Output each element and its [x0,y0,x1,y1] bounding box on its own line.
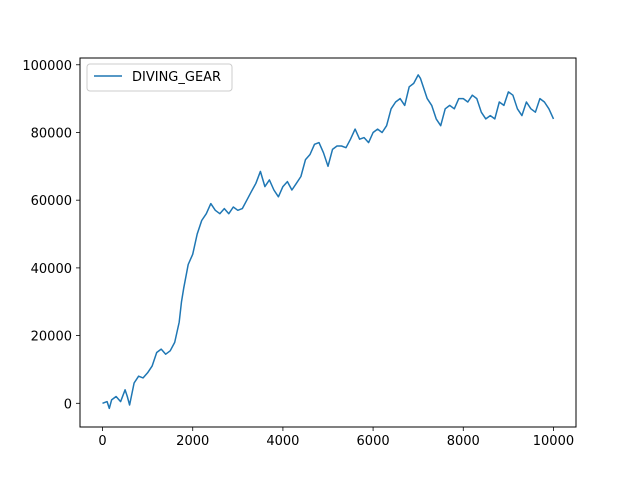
legend: DIVING_GEAR [86,63,233,92]
y-tick-label: 60000 [31,194,72,209]
x-tick-label: 4000 [266,434,299,449]
plot-area [102,74,555,410]
x-tick-label: 8000 [447,434,480,449]
legend-label: DIVING_GEAR [132,70,221,85]
y-tick-label: 80000 [31,126,72,141]
y-axis: 0 20000 40000 60000 80000 100000 [22,59,80,412]
y-tick-label: 40000 [31,262,72,277]
x-tick-label: 2000 [176,434,209,449]
x-tick-label: 10000 [533,434,574,449]
y-tick-label: 100000 [22,59,72,74]
legend-box [86,63,233,92]
x-tick-label: 6000 [357,434,390,449]
x-tick-label: 0 [98,434,106,449]
series-line-diving-gear [102,74,555,410]
y-tick-label: 0 [64,397,72,412]
y-tick-label: 20000 [31,330,72,345]
x-axis: 0 2000 4000 6000 8000 10000 [98,427,574,449]
axes-frame [79,57,577,428]
